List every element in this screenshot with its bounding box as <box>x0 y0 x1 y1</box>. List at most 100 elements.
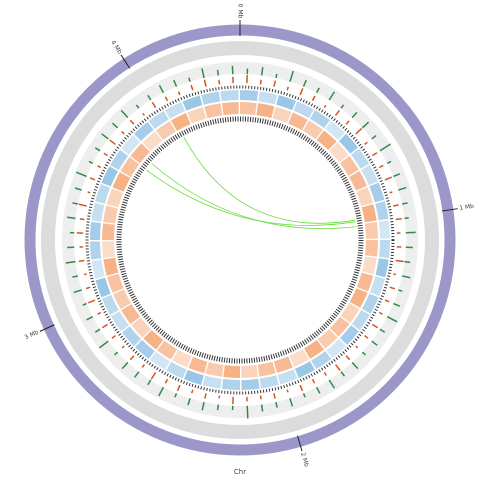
histogram-bar <box>287 87 288 90</box>
histogram-bar <box>274 81 275 87</box>
heat-cell <box>241 379 259 390</box>
histogram-bar <box>165 97 167 101</box>
histogram-bar <box>393 274 396 275</box>
heat-cell <box>379 220 390 238</box>
heat-cell <box>107 188 123 207</box>
heat-cell <box>240 90 258 101</box>
histogram-bar <box>165 379 167 383</box>
heat-cell <box>102 223 115 240</box>
histogram-bar <box>178 385 180 391</box>
axis-title: Chr <box>234 468 246 476</box>
histogram-bar <box>385 300 389 302</box>
histogram-bar <box>336 365 340 371</box>
histogram-bar <box>218 405 219 411</box>
heat-cell <box>90 222 101 240</box>
tick-label: 2 Mb <box>299 452 310 468</box>
heat-cell <box>273 107 292 123</box>
heat-cell <box>222 379 240 390</box>
heat-cell <box>222 102 239 115</box>
histogram-bar <box>112 336 116 339</box>
histogram-bar <box>324 372 326 375</box>
heat-cell <box>103 258 118 276</box>
heat-cell <box>102 241 115 258</box>
heat-cell <box>274 356 293 373</box>
heat-cell <box>201 91 220 104</box>
histogram-bar <box>346 356 350 360</box>
histogram-bar <box>142 365 144 368</box>
heat-cell <box>91 203 104 222</box>
histogram-bar <box>260 80 261 84</box>
histogram-bar <box>88 300 95 303</box>
heat-cell <box>357 273 373 292</box>
gene-ring <box>119 119 361 361</box>
histogram-bar <box>262 405 263 412</box>
tick-label: 4 Mb <box>109 39 123 55</box>
histogram-bar <box>379 165 383 167</box>
histogram-bar <box>152 102 155 107</box>
histogram-bar <box>312 96 314 101</box>
histogram-bar <box>385 177 392 180</box>
histogram-bar <box>396 219 402 220</box>
histogram-bar <box>405 218 409 219</box>
histogram-bar <box>390 192 393 193</box>
histogram-bar <box>179 92 180 95</box>
histogram-bar <box>204 80 206 87</box>
histogram-bar <box>390 287 395 289</box>
histogram-bar <box>405 262 411 263</box>
histogram-bar <box>324 105 325 107</box>
histogram-bar <box>218 70 219 76</box>
heat-cell <box>206 362 224 377</box>
histogram-bar <box>98 166 101 168</box>
histogram-bar <box>90 178 95 180</box>
histogram-bar <box>247 406 248 419</box>
heat-cell <box>260 375 279 388</box>
histogram-bar <box>372 153 377 156</box>
histogram-bar <box>191 85 193 90</box>
histogram-bar <box>346 121 349 124</box>
histogram-bar <box>356 346 358 348</box>
histogram-bar <box>274 393 275 398</box>
heat-cell <box>220 90 238 101</box>
histogram-bar <box>192 390 193 393</box>
histogram-bar <box>104 153 108 155</box>
link <box>184 137 355 223</box>
histogram-bar <box>379 312 382 314</box>
histogram-bar <box>312 379 314 383</box>
heat-cell <box>91 260 104 279</box>
histogram-bar <box>79 204 87 206</box>
histogram-bar <box>110 140 116 144</box>
heat-cell <box>365 222 378 239</box>
histogram-bar <box>205 393 206 398</box>
heat-cell <box>90 241 101 259</box>
heat-cell <box>203 376 222 389</box>
histogram-bar <box>300 88 303 95</box>
histogram-bar <box>102 324 107 327</box>
tick-label: 0 Mb <box>237 4 244 19</box>
histogram-bar <box>365 142 368 144</box>
histogram-bar <box>356 128 362 133</box>
heat-cell <box>356 187 373 206</box>
histogram-bar <box>143 113 145 115</box>
heat-cell <box>376 258 389 277</box>
histogram-bar <box>365 336 369 339</box>
histogram-bar <box>276 74 277 78</box>
link <box>152 163 357 228</box>
heat-cell <box>188 357 207 373</box>
heat-cell <box>258 362 276 377</box>
heat-cell <box>240 102 257 115</box>
heat-cell <box>107 274 124 293</box>
histogram-bar <box>130 356 134 360</box>
heat-cell <box>365 240 378 257</box>
histogram-bar <box>300 385 302 391</box>
heat-cell <box>103 206 118 224</box>
tick-label: 3 Mb <box>24 329 40 342</box>
histogram-bar <box>287 390 288 393</box>
histogram-bar <box>372 324 377 327</box>
tick-label: 1 Mb <box>459 203 475 212</box>
histogram-bar <box>88 192 91 193</box>
histogram-bar <box>336 110 340 115</box>
heat-cell <box>256 103 274 118</box>
heat-cell <box>187 107 206 124</box>
link <box>146 170 355 226</box>
histogram-bar <box>393 205 398 206</box>
